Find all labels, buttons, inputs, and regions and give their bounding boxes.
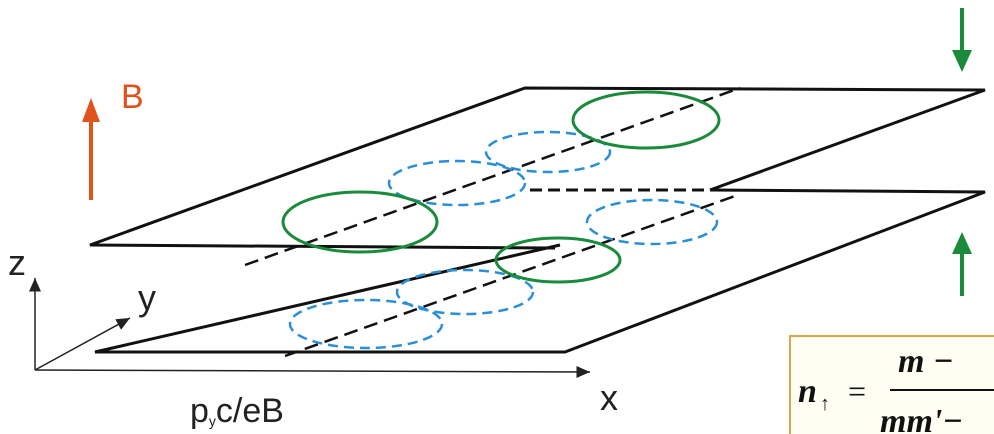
x-axis — [35, 370, 590, 372]
note-main: p — [190, 392, 209, 430]
planes — [90, 88, 985, 356]
orbits-dashed — [290, 132, 717, 348]
formula-eq: = — [848, 373, 866, 409]
upper-plane — [90, 88, 985, 248]
green-arrowhead — [952, 50, 972, 72]
y-axis — [35, 318, 130, 370]
denominator: mm'− — [880, 403, 963, 434]
z-label: z — [8, 242, 26, 283]
orbits-solid — [283, 92, 719, 282]
lower-plane — [95, 190, 985, 352]
formula-arrow: ↑ — [820, 393, 830, 415]
orbit — [587, 200, 717, 244]
center-line — [245, 88, 740, 265]
orbit — [283, 192, 437, 252]
note-rest: c/eB — [216, 392, 284, 430]
x-label: x — [600, 377, 618, 418]
numerator: m − — [898, 343, 954, 380]
b-arrowhead — [82, 98, 100, 122]
axis-note: pyc/eB — [190, 392, 284, 430]
axes — [35, 278, 590, 372]
field-label: B — [121, 78, 144, 116]
note-sub: y — [209, 413, 216, 429]
y-label: y — [138, 277, 156, 318]
formula-lhs: n — [798, 373, 817, 410]
orbit — [290, 300, 442, 348]
center-line — [285, 196, 735, 356]
orbit — [573, 92, 719, 148]
formula-box: n ↑ = m − mm'− — [790, 336, 994, 434]
green-arrowhead — [952, 232, 972, 254]
diagram: B z y x pyc/eB n ↑ = m − mm'− — [0, 0, 994, 434]
